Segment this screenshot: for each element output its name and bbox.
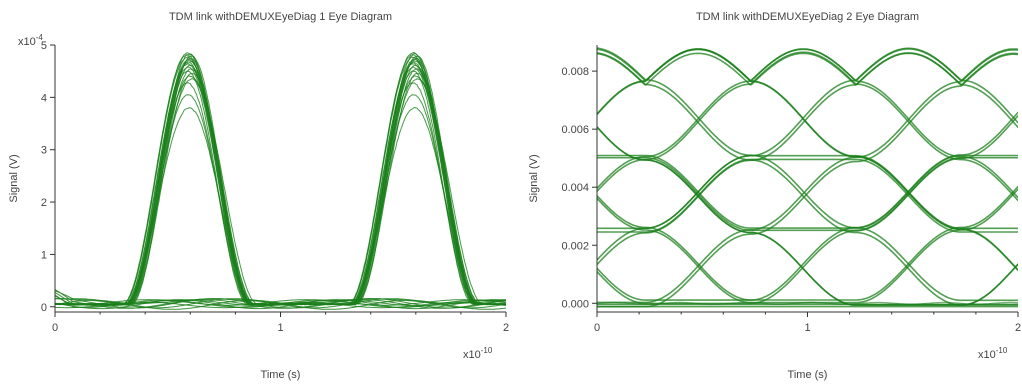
chart2-x-multiplier: x10-10 xyxy=(978,346,1008,361)
chart1-x-multiplier-exponent: -10 xyxy=(481,346,493,355)
chart1-x-tick-label: 1 xyxy=(277,322,283,334)
chart2-x-multiplier-base: x10 xyxy=(978,349,996,361)
chart2-y-axis-label: Signal (V) xyxy=(528,154,540,202)
chart2-eye-trace xyxy=(597,47,1018,302)
chart2-eye-trace xyxy=(597,111,1018,301)
chart1-pulse-trace xyxy=(55,70,506,306)
chart1-y-multiplier-base: x10 xyxy=(18,36,36,48)
eye-diagram-1-panel: TDM link withDEMUXEyeDiag 1 Eye Diagram 0… xyxy=(8,11,509,381)
chart2-title: TDM link withDEMUXEyeDiag 2 Eye Diagram xyxy=(696,11,919,23)
chart1-pulse-trace xyxy=(55,61,506,306)
chart2-y-tick-label: 0.008 xyxy=(561,66,589,78)
chart1-pulse-trace xyxy=(55,82,506,306)
chart1-y-tick-label: 5 xyxy=(41,40,47,52)
chart1-x-multiplier: x10-10 xyxy=(463,346,493,361)
chart1-pulse-trace xyxy=(55,75,506,306)
chart2-baseline-trace xyxy=(597,301,1018,305)
chart2-eye-trace xyxy=(597,158,1018,233)
chart2-y-tick-label: 0.004 xyxy=(561,182,589,194)
chart2-y-tick-label: 0.000 xyxy=(561,298,589,310)
chart1-y-tick-label: 1 xyxy=(41,249,47,261)
chart1-y-multiplier: x10-4 xyxy=(18,33,43,48)
chart2-y-tick-label: 0.002 xyxy=(561,240,589,252)
chart1-pulse-trace xyxy=(55,60,506,306)
chart2-eye-trace xyxy=(597,52,1018,306)
chart1-pulse-trace xyxy=(55,72,506,306)
eye-diagram-2-panel: TDM link withDEMUXEyeDiag 2 Eye Diagram 0… xyxy=(528,11,1021,381)
chart2-eye-trace xyxy=(597,185,1018,301)
chart1-pulse-trace xyxy=(55,56,506,306)
chart2-eye-trace xyxy=(597,154,1018,230)
chart1-pulse-trace xyxy=(55,58,506,306)
chart1-pulse-trace xyxy=(55,52,506,306)
chart1-y-tick-label: 2 xyxy=(41,197,47,209)
chart1-pulse-trace xyxy=(55,57,506,306)
chart1-traces xyxy=(55,52,506,310)
chart2-eye-trace xyxy=(597,53,1018,308)
chart2-x-tick-label: 0 xyxy=(594,322,600,334)
chart1-x-axis-label: Time (s) xyxy=(261,369,301,381)
chart1-x-tick-label: 0 xyxy=(52,322,58,334)
chart1-pulse-trace xyxy=(55,54,506,306)
chart1-x-tick-label: 2 xyxy=(503,322,509,334)
chart2-y-tick-label: 0.006 xyxy=(561,124,589,136)
chart1-y-tick-label: 0 xyxy=(41,302,47,314)
chart2-eye-trace xyxy=(597,188,1018,304)
chart1-pulse-trace xyxy=(55,66,506,306)
chart1-pulse-trace xyxy=(55,68,506,306)
chart2-x-tick-label: 2 xyxy=(1015,322,1021,334)
chart1-pulse-trace xyxy=(55,53,506,306)
chart2-eye-trace xyxy=(597,126,1018,306)
chart2-eye-trace xyxy=(597,51,1018,202)
chart2-x-multiplier-exponent: -10 xyxy=(996,346,1008,355)
chart1-y-tick-label: 3 xyxy=(41,145,47,157)
chart2-eye-trace xyxy=(597,48,1018,82)
chart2-eye-trace xyxy=(597,49,1018,304)
chart1-pulse-trace xyxy=(55,63,506,306)
chart1-x-multiplier-base: x10 xyxy=(463,349,481,361)
chart2-x-axis-label: Time (s) xyxy=(788,369,828,381)
chart2-eye-trace xyxy=(597,156,1018,232)
chart2-eye-trace xyxy=(597,52,1018,86)
chart1-y-axis-label: Signal (V) xyxy=(8,154,20,202)
chart1-pulse-trace xyxy=(55,78,506,306)
chart1-pulse-trace xyxy=(55,64,506,306)
chart1-pulse-trace xyxy=(55,55,506,306)
chart2-eye-trace xyxy=(597,154,1018,229)
chart2-x-tick-label: 1 xyxy=(804,322,810,334)
chart1-y-tick-label: 4 xyxy=(41,92,47,104)
chart2-eye-trace xyxy=(597,115,1018,305)
chart2-traces xyxy=(597,47,1018,308)
chart1-title: TDM link withDEMUXEyeDiag 1 Eye Diagram xyxy=(169,11,392,23)
chart1-y-multiplier-exponent: -4 xyxy=(36,33,44,42)
